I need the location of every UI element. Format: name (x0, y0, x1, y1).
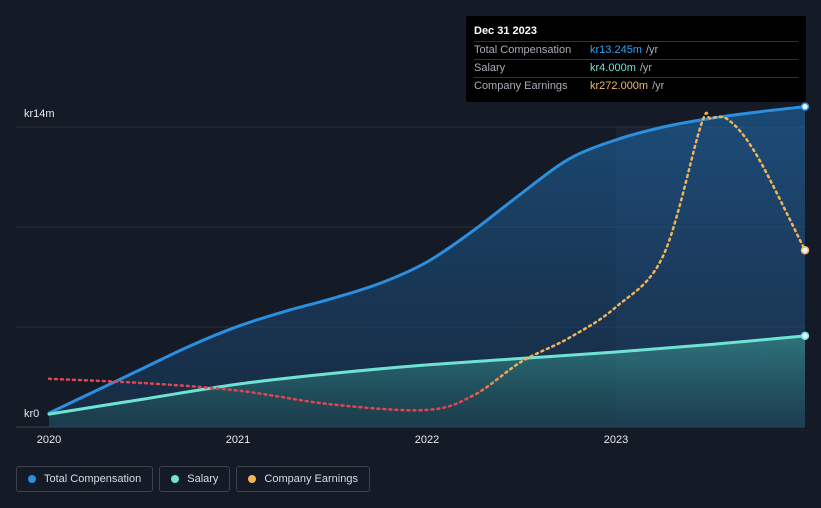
legend-dot-icon (248, 475, 257, 483)
x-tick-label: 2020 (37, 434, 61, 446)
y-axis-top-label: kr14m (24, 108, 55, 120)
x-tick-label: 2022 (415, 434, 439, 446)
tooltip-value: kr13.245m (590, 44, 642, 56)
x-tick-label: 2021 (226, 434, 250, 446)
company-earnings-line (47, 111, 807, 412)
legend-label: Company Earnings (264, 473, 358, 485)
tooltip-row-company-earnings: Company Earnings kr272.000m /yr (474, 77, 798, 95)
legend-dot-icon (171, 475, 180, 483)
y-axis-bottom-label: kr0 (24, 408, 40, 420)
legend-label: Salary (187, 473, 219, 485)
legend: Total Compensation Salary Company Earnin… (16, 466, 370, 492)
x-tick-label: 2023 (604, 434, 628, 446)
legend-label: Total Compensation (44, 473, 142, 485)
salary-end-marker (800, 331, 810, 341)
total-compensation-line (47, 105, 807, 415)
tooltip-label: Salary (474, 62, 506, 74)
legend-item-salary[interactable]: Salary (159, 466, 231, 492)
tooltip-value: kr272.000m (590, 80, 649, 92)
legend-item-company-earnings[interactable]: Company Earnings (236, 466, 370, 492)
total-compensation-area (49, 106, 805, 427)
tooltip-label: Company Earnings (474, 80, 568, 92)
total-compensation-end-marker (800, 102, 810, 111)
tooltip-unit: /yr (639, 62, 653, 74)
tooltip-label: Total Compensation (474, 44, 572, 56)
legend-item-total-compensation[interactable]: Total Compensation (16, 466, 154, 492)
tooltip-row-total-compensation: Total Compensation kr13.245m /yr (474, 41, 798, 59)
legend-dot-icon (28, 475, 36, 483)
salary-line (47, 334, 807, 416)
company-earnings-end-marker (800, 245, 810, 255)
tooltip: Dec 31 2023 Total Compensation kr13.245m… (466, 16, 806, 102)
tooltip-date: Dec 31 2023 (474, 25, 537, 37)
tooltip-unit: /yr (645, 44, 659, 56)
tooltip-row-salary: Salary kr4.000m /yr (474, 59, 798, 77)
tooltip-unit: /yr (652, 80, 665, 92)
salary-area (49, 335, 805, 427)
tooltip-value: kr4.000m (590, 62, 636, 74)
